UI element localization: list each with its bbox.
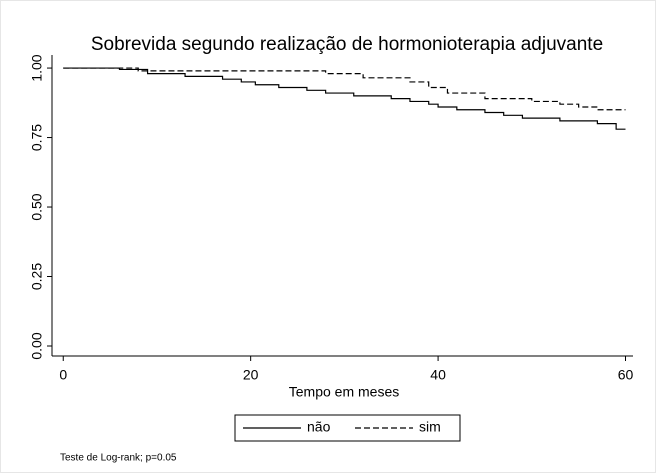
y-tick-label: 0.75 bbox=[29, 124, 45, 151]
footnote: Teste de Log-rank; p=0.05 bbox=[60, 453, 177, 464]
x-axis-label: Tempo em meses bbox=[289, 384, 399, 400]
y-tick-label: 0.50 bbox=[29, 193, 45, 220]
legend-label: sim bbox=[419, 419, 441, 435]
x-tick-label: 60 bbox=[618, 367, 634, 383]
y-tick-label: 1.00 bbox=[29, 54, 45, 81]
x-tick-label: 0 bbox=[59, 367, 67, 383]
chart-title: Sobrevida segundo realização de hormonio… bbox=[91, 34, 603, 55]
x-tick-label: 40 bbox=[430, 367, 446, 383]
x-tick-label: 20 bbox=[243, 367, 259, 383]
survival-line bbox=[63, 67, 626, 130]
survival-line bbox=[63, 67, 626, 111]
legend-label: não bbox=[307, 419, 331, 435]
y-tick-label: 0.25 bbox=[29, 263, 45, 290]
y-tick-label: 0.00 bbox=[29, 332, 45, 359]
